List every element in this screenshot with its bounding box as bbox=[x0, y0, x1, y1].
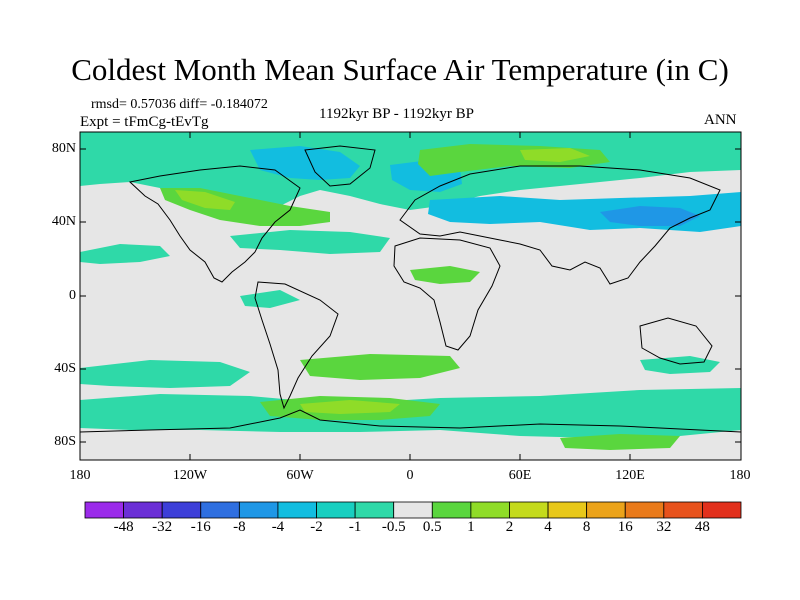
anomaly-region-east-asia-blue bbox=[600, 206, 700, 226]
colorbar-label: 8 bbox=[582, 519, 591, 535]
anomaly-region-southern-green bbox=[300, 354, 460, 380]
lat-label-80n: 80N bbox=[51, 141, 76, 156]
coast-south-america bbox=[254, 281, 339, 410]
coast-antarctica bbox=[80, 409, 741, 433]
lon-label-0: 0 bbox=[406, 468, 414, 483]
lon-label-120w: 120W bbox=[172, 468, 208, 483]
map-field bbox=[80, 132, 741, 460]
period-line: 1192kyr BP - 1192kyr BP bbox=[319, 106, 475, 122]
lon-label-120e: 120E bbox=[615, 468, 645, 483]
coast-north-america bbox=[128, 165, 301, 283]
colorbar-swatch bbox=[84, 501, 124, 519]
colorbar-label: -4 bbox=[271, 519, 285, 535]
colorbar-swatch bbox=[354, 501, 395, 519]
anomaly-region-southern-cool-1 bbox=[80, 360, 250, 388]
colorbar-swatch bbox=[431, 501, 472, 519]
coast-europe-asia bbox=[399, 165, 721, 285]
colorbar-swatch bbox=[161, 501, 202, 519]
anomaly-region-antarctic-lime bbox=[560, 434, 680, 450]
colorbar bbox=[84, 501, 742, 519]
colorbar-label: -48 bbox=[113, 519, 134, 535]
lon-label-180e: 180 bbox=[729, 468, 751, 483]
coastlines bbox=[80, 145, 741, 433]
colorbar-label: 1 bbox=[467, 519, 475, 535]
colorbar-swatch bbox=[470, 501, 510, 519]
colorbar-swatch bbox=[200, 501, 240, 519]
axis-ticks bbox=[80, 132, 741, 460]
colorbar-label: 2 bbox=[505, 519, 514, 535]
colorbar-swatch bbox=[663, 501, 703, 519]
colorbar-label: 16 bbox=[617, 519, 633, 535]
colorbar-swatch bbox=[316, 501, 356, 519]
colorbar-label: 32 bbox=[656, 519, 672, 535]
anomaly-region-antarctic-yellow bbox=[300, 400, 400, 414]
anomaly-region-north-atlantic-yellow bbox=[175, 190, 235, 210]
anomaly-region-africa-green bbox=[410, 266, 480, 284]
colorbar-label: 4 bbox=[544, 519, 552, 535]
colorbar-label: -0.5 bbox=[381, 519, 406, 535]
colorbar-swatch bbox=[123, 501, 163, 519]
lon-label-180w: 180 bbox=[69, 468, 91, 483]
colorbar-swatch bbox=[547, 501, 588, 519]
lat-label-40s: 40S bbox=[54, 361, 76, 376]
lat-label-0: 0 bbox=[69, 288, 76, 303]
lat-label-40n: 40N bbox=[51, 214, 76, 229]
coast-australia bbox=[639, 317, 713, 365]
colorbar-swatch bbox=[586, 501, 626, 519]
lon-label-60w: 60W bbox=[286, 468, 314, 483]
colorbar-label: -8 bbox=[233, 519, 246, 535]
experiment-line: Expt = tFmCg-tEvTg bbox=[80, 114, 209, 130]
stats-line: rmsd= 0.57036 diff= -0.184072 bbox=[91, 97, 268, 112]
anomaly-region-pacific-cool bbox=[80, 244, 170, 264]
colorbar-label: 0.5 bbox=[422, 519, 442, 535]
colorbar-label: -2 bbox=[310, 519, 323, 535]
coast-africa bbox=[393, 237, 501, 351]
colorbar-swatch bbox=[509, 501, 549, 519]
colorbar-label: -16 bbox=[190, 519, 211, 535]
anomaly-region-atlantic-cool bbox=[230, 230, 390, 254]
lon-label-60e: 60E bbox=[508, 468, 532, 483]
colorbar-swatch bbox=[702, 501, 742, 519]
anomaly-region-siberia-yellow bbox=[520, 148, 590, 162]
colorbar-swatch bbox=[277, 501, 317, 519]
colorbar-label: -1 bbox=[348, 519, 362, 535]
colorbar-label: 48 bbox=[694, 519, 710, 535]
season-line: ANN bbox=[704, 112, 737, 128]
anomaly-region-tropics-cool-1 bbox=[240, 290, 300, 308]
anomaly-region-australia-cool bbox=[640, 356, 720, 374]
lat-label-80s: 80S bbox=[54, 434, 76, 449]
colorbar-label: -32 bbox=[152, 519, 173, 535]
colorbar-swatch bbox=[238, 501, 279, 519]
colorbar-swatch bbox=[393, 501, 433, 519]
colorbar-swatch bbox=[624, 501, 665, 519]
map-title: Coldest Month Mean Surface Air Temperatu… bbox=[71, 52, 729, 87]
coast-greenland bbox=[304, 145, 376, 187]
